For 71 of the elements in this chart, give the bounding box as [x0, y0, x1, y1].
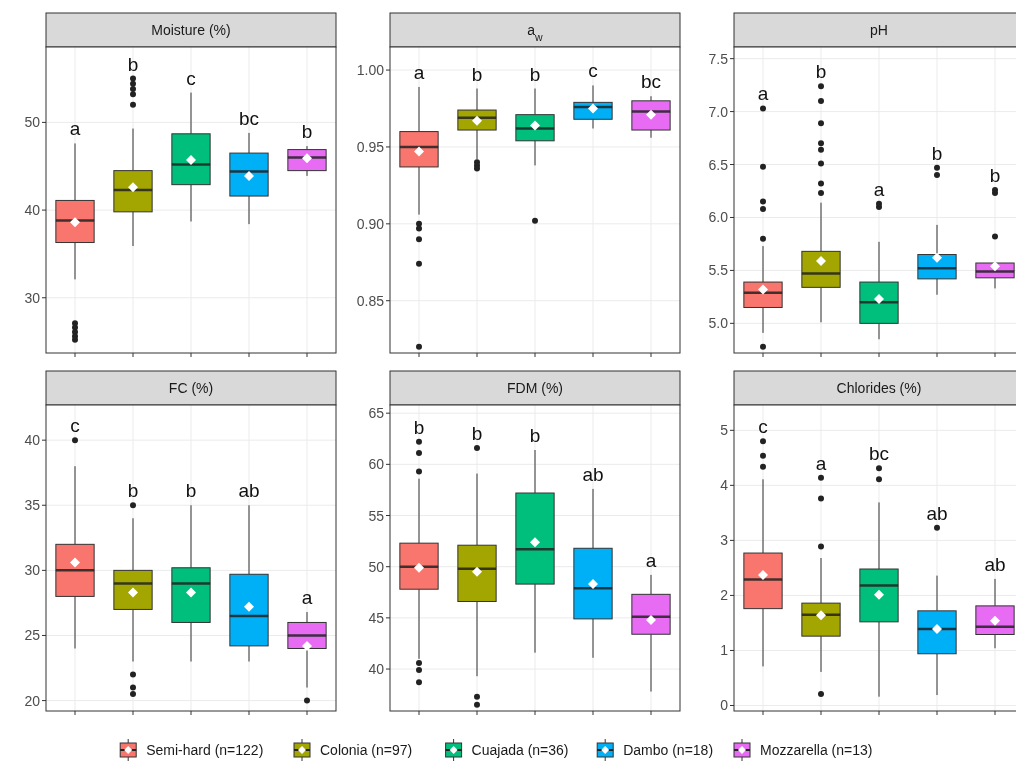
- y-tick-label: 65: [368, 405, 385, 422]
- y-tick-label: 40: [24, 432, 41, 449]
- annotation: b: [413, 416, 425, 438]
- annotation: b: [989, 164, 1001, 186]
- y-tick-label: 30: [24, 289, 41, 306]
- chart-title: a$_{w}$: [527, 22, 544, 43]
- annotation: b: [529, 63, 541, 85]
- annotation: c: [186, 67, 196, 89]
- legend-label: Dambo (n=18): [623, 742, 714, 758]
- y-tick-label: 40: [368, 661, 385, 678]
- annotation: a: [645, 549, 657, 571]
- y-tick-label: 30: [24, 562, 41, 579]
- annotation: bc: [640, 71, 662, 93]
- annotation: a: [815, 452, 827, 474]
- annotation: c: [70, 415, 80, 437]
- annotation: a: [69, 118, 81, 140]
- annotation: bc: [238, 107, 260, 129]
- y-tick-label: 25: [24, 627, 41, 644]
- y-tick-label: 50: [24, 114, 41, 131]
- y-tick-label: 1.00: [356, 62, 385, 79]
- y-tick-label: 20: [24, 692, 41, 709]
- annotation: bc: [868, 443, 890, 465]
- legend-label: Cuajada (n=36): [471, 742, 569, 758]
- annotation: b: [529, 425, 541, 447]
- y-tick-label: 2: [720, 587, 729, 604]
- annotation: a: [757, 83, 769, 105]
- annotation: a: [413, 61, 425, 83]
- chart-title: FC (%): [168, 380, 214, 396]
- annotation: c: [758, 416, 768, 438]
- annotation: a: [873, 178, 885, 200]
- annotation: b: [931, 142, 943, 164]
- legend-label: Mozzarella (n=13): [760, 742, 873, 758]
- annotation: b: [301, 121, 313, 143]
- annotation: b: [185, 480, 197, 502]
- y-tick-label: 0.90: [356, 215, 385, 232]
- y-tick-label: 35: [24, 497, 41, 514]
- y-tick-label: 6.5: [708, 156, 729, 173]
- annotation: b: [127, 480, 139, 502]
- annotation: ab: [238, 480, 260, 502]
- annotation: ab: [582, 463, 604, 485]
- annotation: b: [471, 63, 483, 85]
- y-tick-label: 7.5: [708, 50, 729, 67]
- annotation: b: [471, 422, 483, 444]
- y-tick-label: 5.5: [708, 262, 729, 279]
- chart-title: pH: [870, 22, 888, 38]
- annotation: b: [127, 53, 139, 75]
- chart-title: FDM (%): [507, 380, 563, 396]
- y-tick-label: 0.85: [356, 292, 385, 309]
- annotation: ab: [984, 553, 1006, 575]
- y-tick-label: 0.95: [356, 138, 385, 155]
- y-tick-label: 5.0: [708, 315, 729, 332]
- y-tick-label: 6.0: [708, 209, 729, 226]
- y-tick-label: 3: [720, 532, 729, 549]
- y-tick-label: 1: [720, 642, 729, 659]
- y-tick-label: 60: [368, 456, 385, 473]
- annotation: b: [815, 61, 827, 83]
- y-tick-label: 5: [720, 422, 729, 439]
- y-tick-label: 50: [368, 558, 385, 575]
- annotation: ab: [926, 502, 948, 524]
- annotation: a: [301, 587, 313, 609]
- annotation: c: [588, 60, 598, 82]
- y-tick-label: 55: [368, 507, 385, 524]
- y-tick-label: 45: [368, 609, 385, 626]
- chart-title: Moisture (%): [151, 22, 231, 38]
- y-tick-label: 0: [720, 697, 729, 714]
- y-tick-label: 7.0: [708, 103, 729, 120]
- y-tick-label: 40: [24, 202, 41, 219]
- legend-label: Semi-hard (n=122): [146, 742, 264, 758]
- y-tick-label: 4: [720, 477, 729, 494]
- chart-title: Chlorides (%): [836, 380, 922, 396]
- legend-label: Colonia (n=97): [320, 742, 413, 758]
